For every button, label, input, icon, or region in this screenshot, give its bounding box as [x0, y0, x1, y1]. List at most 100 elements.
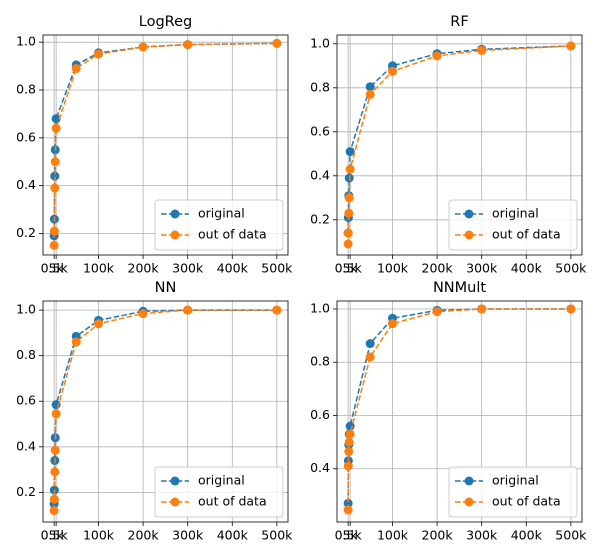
legend-marker	[170, 476, 180, 486]
data-point	[49, 494, 59, 504]
x-tick-label: 0.5k	[41, 261, 69, 276]
legend-label: out of data	[198, 227, 267, 242]
data-point	[344, 208, 354, 218]
x-tick-label: 5k	[343, 528, 359, 543]
y-tick-label: 0.6	[16, 129, 36, 144]
legend-marker	[170, 230, 180, 240]
data-point	[71, 63, 81, 73]
data-point	[272, 305, 282, 315]
data-point	[566, 41, 576, 51]
data-point	[51, 409, 61, 419]
x-tick-label: 400k	[217, 261, 249, 276]
plot-frame	[336, 34, 583, 256]
data-point	[51, 114, 61, 124]
x-tick-label: 300k	[466, 261, 498, 276]
y-tick-label: 1.0	[16, 302, 36, 317]
data-point	[432, 51, 442, 61]
data-point	[138, 309, 148, 319]
y-tick-label: 0.8	[310, 354, 330, 369]
x-tick-label: 500k	[261, 261, 293, 276]
data-point	[49, 240, 59, 250]
series-line	[347, 45, 571, 234]
legend-box	[154, 199, 284, 251]
data-point	[50, 467, 60, 477]
legend-marker	[464, 476, 474, 486]
data-point	[138, 42, 148, 52]
y-tick-label: 0.2	[16, 484, 36, 499]
data-point	[344, 437, 354, 447]
plot-frame	[336, 300, 583, 523]
y-tick-label: 1.0	[310, 35, 330, 50]
subplot-title: NNMult	[433, 280, 486, 296]
legend-label: out of data	[198, 494, 267, 509]
data-point	[183, 305, 193, 315]
data-point	[94, 319, 104, 329]
y-tick-label: 0.8	[16, 347, 36, 362]
y-tick-label: 0.8	[16, 82, 36, 97]
x-tick-label: 0.5k	[41, 528, 69, 543]
y-tick-label: 0.8	[310, 79, 330, 94]
y-tick-label: 0.6	[310, 407, 330, 422]
legend-marker	[464, 230, 474, 240]
data-point	[49, 226, 59, 236]
legend-marker	[170, 497, 180, 507]
data-point	[477, 45, 487, 55]
y-tick-label: 0.4	[310, 460, 330, 475]
legend-marker	[170, 209, 180, 219]
legend-label: original	[198, 473, 245, 488]
y-tick-label: 1.0	[16, 34, 36, 49]
legend: original out of data	[448, 466, 578, 518]
data-point	[477, 304, 487, 314]
x-tick-label: 100k	[83, 261, 115, 276]
data-point	[388, 66, 398, 76]
data-point	[50, 445, 60, 455]
legend-box	[154, 466, 284, 518]
x-tick-label: 300k	[466, 528, 498, 543]
x-tick-label: 100k	[377, 528, 409, 543]
data-point	[71, 337, 81, 347]
y-tick-label: 0.6	[16, 393, 36, 408]
legend: original out of data	[154, 199, 284, 251]
y-tick-label: 0.2	[16, 225, 36, 240]
series-line	[53, 42, 277, 236]
data-point	[365, 339, 375, 349]
legend-marker	[464, 209, 474, 219]
x-tick-label: 500k	[555, 261, 587, 276]
y-tick-label: 1.0	[310, 300, 330, 315]
legend-marker	[464, 497, 474, 507]
data-point	[343, 505, 353, 515]
data-point	[183, 40, 193, 50]
legend-label: original	[492, 473, 539, 488]
x-tick-label: 400k	[511, 261, 543, 276]
series-line	[53, 309, 277, 511]
data-point	[345, 164, 355, 174]
x-tick-label: 100k	[83, 528, 115, 543]
data-point	[51, 123, 61, 133]
x-tick-label: 5k	[49, 528, 65, 543]
x-tick-label: 100k	[377, 261, 409, 276]
plot-frame	[42, 34, 289, 256]
data-point	[365, 89, 375, 99]
legend-label: original	[198, 206, 245, 221]
data-point	[50, 171, 60, 181]
y-tick-label: 0.4	[16, 438, 36, 453]
subplot-title: NN	[155, 280, 177, 296]
series-line	[347, 45, 571, 245]
data-point	[49, 506, 59, 516]
legend: original out of data	[448, 199, 578, 251]
series-line	[53, 42, 277, 246]
data-point	[345, 429, 355, 439]
legend-label: out of data	[492, 494, 561, 509]
x-tick-label: 5k	[49, 261, 65, 276]
y-tick-label: 0.6	[310, 123, 330, 138]
plot-frame	[42, 300, 289, 523]
subplot-title: RF	[450, 14, 468, 30]
x-tick-label: 200k	[422, 261, 454, 276]
data-point	[343, 228, 353, 238]
subplot-title: LogReg	[139, 14, 192, 30]
data-point	[343, 498, 353, 508]
x-tick-label: 200k	[128, 261, 160, 276]
